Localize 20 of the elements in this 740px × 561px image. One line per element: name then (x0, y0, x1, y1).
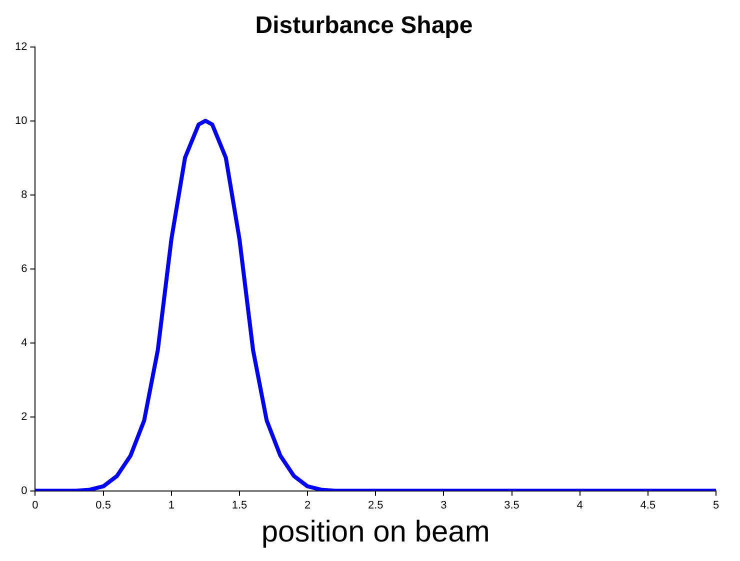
x-tick-label: 1 (168, 499, 174, 512)
x-tick-label: 2 (304, 499, 311, 512)
x-tick-label: 0.5 (96, 499, 111, 512)
y-tick-label: 2 (21, 410, 28, 423)
x-tick-label: 1.5 (232, 499, 248, 512)
y-tick-label: 6 (21, 262, 28, 275)
y-tick-label: 12 (14, 40, 28, 53)
chart-title: Disturbance Shape (255, 12, 473, 40)
y-tick-label: 10 (14, 114, 28, 127)
x-tick-label: 5 (712, 499, 720, 512)
x-tick-label: 4 (576, 499, 583, 512)
y-tick-label: 0 (21, 484, 28, 497)
x-tick-label: 2.5 (368, 499, 384, 512)
x-tick-label: 4.5 (640, 499, 656, 512)
x-tick-label: 3.5 (504, 499, 520, 512)
x-tick-label: 0 (32, 499, 38, 512)
x-tick-label: 3 (440, 499, 447, 512)
x-axis-title: position on beam (261, 515, 490, 548)
y-tick-label: 4 (21, 336, 28, 349)
y-tick-label: 8 (21, 188, 28, 201)
